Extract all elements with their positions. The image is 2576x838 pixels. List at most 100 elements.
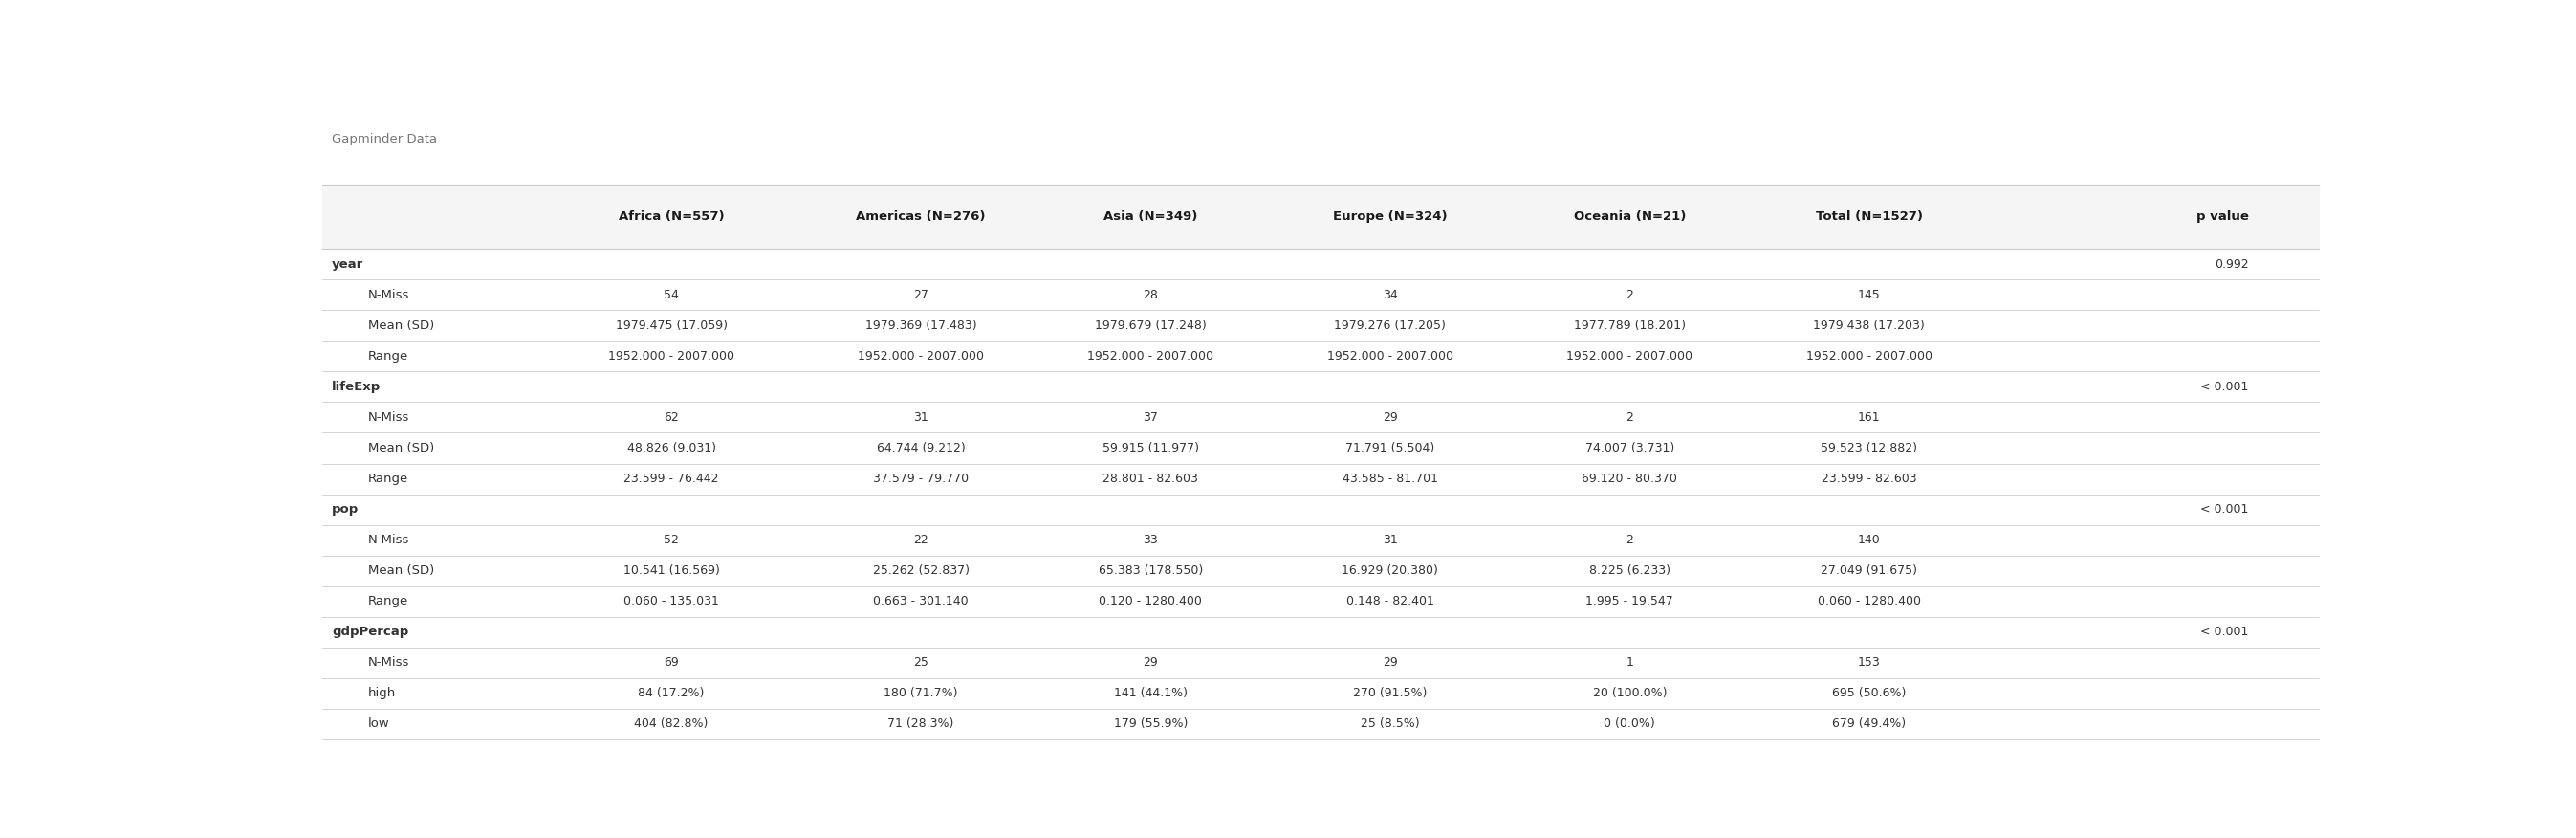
Text: 8.225 (6.233): 8.225 (6.233) [1589, 565, 1669, 577]
Text: Americas (N=276): Americas (N=276) [855, 210, 987, 223]
Text: gdpPercap: gdpPercap [332, 626, 410, 639]
Text: 0.663 - 301.140: 0.663 - 301.140 [873, 595, 969, 608]
Text: 28: 28 [1144, 289, 1159, 301]
Text: 27.049 (91.675): 27.049 (91.675) [1821, 565, 1917, 577]
Text: 1979.276 (17.205): 1979.276 (17.205) [1334, 319, 1445, 332]
Text: 270 (91.5%): 270 (91.5%) [1352, 687, 1427, 700]
Text: 695 (50.6%): 695 (50.6%) [1832, 687, 1906, 700]
Text: N-Miss: N-Miss [368, 411, 410, 424]
Text: 37: 37 [1144, 411, 1159, 424]
Text: 64.744 (9.212): 64.744 (9.212) [876, 442, 966, 454]
Text: 28.801 - 82.603: 28.801 - 82.603 [1103, 473, 1198, 485]
Text: year: year [332, 258, 363, 271]
Text: Gapminder Data: Gapminder Data [332, 133, 438, 145]
Text: 33: 33 [1144, 534, 1159, 546]
Text: 0.992: 0.992 [2215, 258, 2249, 271]
Text: 31: 31 [1383, 534, 1399, 546]
Text: 141 (44.1%): 141 (44.1%) [1113, 687, 1188, 700]
Text: 0.120 - 1280.400: 0.120 - 1280.400 [1100, 595, 1203, 608]
Text: 10.541 (16.569): 10.541 (16.569) [623, 565, 719, 577]
Text: low: low [368, 718, 389, 730]
Text: 0.060 - 135.031: 0.060 - 135.031 [623, 595, 719, 608]
Text: 1952.000 - 2007.000: 1952.000 - 2007.000 [858, 350, 984, 363]
Text: 48.826 (9.031): 48.826 (9.031) [626, 442, 716, 454]
Text: 16.929 (20.380): 16.929 (20.380) [1342, 565, 1437, 577]
Text: 1979.475 (17.059): 1979.475 (17.059) [616, 319, 726, 332]
Text: N-Miss: N-Miss [368, 289, 410, 301]
Text: 20 (100.0%): 20 (100.0%) [1592, 687, 1667, 700]
Text: 679 (49.4%): 679 (49.4%) [1832, 718, 1906, 730]
Text: 1952.000 - 2007.000: 1952.000 - 2007.000 [1566, 350, 1692, 363]
Text: Africa (N=557): Africa (N=557) [618, 210, 724, 223]
Text: 71 (28.3%): 71 (28.3%) [889, 718, 953, 730]
Text: 29: 29 [1383, 656, 1399, 669]
Text: 1: 1 [1625, 656, 1633, 669]
Text: 52: 52 [665, 534, 680, 546]
Text: Range: Range [368, 595, 410, 608]
Text: 54: 54 [665, 289, 680, 301]
Text: < 0.001: < 0.001 [2200, 626, 2249, 639]
Text: 29: 29 [1144, 656, 1159, 669]
Text: Range: Range [368, 350, 410, 363]
Text: N-Miss: N-Miss [368, 534, 410, 546]
Text: Asia (N=349): Asia (N=349) [1103, 210, 1198, 223]
Text: < 0.001: < 0.001 [2200, 504, 2249, 515]
Text: 0.060 - 1280.400: 0.060 - 1280.400 [1819, 595, 1922, 608]
Text: 1977.789 (18.201): 1977.789 (18.201) [1574, 319, 1685, 332]
Text: 25 (8.5%): 25 (8.5%) [1360, 718, 1419, 730]
Text: 71.791 (5.504): 71.791 (5.504) [1345, 442, 1435, 454]
Text: 43.585 - 81.701: 43.585 - 81.701 [1342, 473, 1437, 485]
Text: 23.599 - 76.442: 23.599 - 76.442 [623, 473, 719, 485]
Text: Total (N=1527): Total (N=1527) [1816, 210, 1922, 223]
Text: Mean (SD): Mean (SD) [368, 565, 435, 577]
Text: 23.599 - 82.603: 23.599 - 82.603 [1821, 473, 1917, 485]
Bar [322, 184, 2318, 249]
Text: 1979.369 (17.483): 1979.369 (17.483) [866, 319, 976, 332]
Text: 25: 25 [914, 656, 927, 669]
Text: 2: 2 [1625, 534, 1633, 546]
Text: 29: 29 [1383, 411, 1399, 424]
Text: 37.579 - 79.770: 37.579 - 79.770 [873, 473, 969, 485]
Text: 180 (71.7%): 180 (71.7%) [884, 687, 958, 700]
Text: 179 (55.9%): 179 (55.9%) [1113, 718, 1188, 730]
Text: Range: Range [368, 473, 410, 485]
Text: 27: 27 [914, 289, 927, 301]
Text: 59.523 (12.882): 59.523 (12.882) [1821, 442, 1917, 454]
Text: 2: 2 [1625, 289, 1633, 301]
Text: 69.120 - 80.370: 69.120 - 80.370 [1582, 473, 1677, 485]
Text: 31: 31 [914, 411, 927, 424]
Text: 84 (17.2%): 84 (17.2%) [639, 687, 706, 700]
Text: Europe (N=324): Europe (N=324) [1332, 210, 1448, 223]
Text: 1979.679 (17.248): 1979.679 (17.248) [1095, 319, 1206, 332]
Text: 153: 153 [1857, 656, 1880, 669]
Text: 1952.000 - 2007.000: 1952.000 - 2007.000 [1087, 350, 1213, 363]
Text: p value: p value [2197, 210, 2249, 223]
Text: 0 (0.0%): 0 (0.0%) [1605, 718, 1656, 730]
Text: 404 (82.8%): 404 (82.8%) [634, 718, 708, 730]
Text: lifeExp: lifeExp [332, 380, 381, 393]
Text: 0.148 - 82.401: 0.148 - 82.401 [1347, 595, 1435, 608]
Text: Mean (SD): Mean (SD) [368, 442, 435, 454]
Text: 1952.000 - 2007.000: 1952.000 - 2007.000 [1806, 350, 1932, 363]
Text: high: high [368, 687, 397, 700]
Text: 25.262 (52.837): 25.262 (52.837) [873, 565, 969, 577]
Text: Oceania (N=21): Oceania (N=21) [1574, 210, 1685, 223]
Text: 1.995 - 19.547: 1.995 - 19.547 [1587, 595, 1674, 608]
Text: 65.383 (178.550): 65.383 (178.550) [1097, 565, 1203, 577]
Text: N-Miss: N-Miss [368, 656, 410, 669]
Text: Mean (SD): Mean (SD) [368, 319, 435, 332]
Text: < 0.001: < 0.001 [2200, 380, 2249, 393]
Text: 59.915 (11.977): 59.915 (11.977) [1103, 442, 1198, 454]
Text: 62: 62 [665, 411, 680, 424]
Text: 34: 34 [1383, 289, 1399, 301]
Text: 1979.438 (17.203): 1979.438 (17.203) [1814, 319, 1924, 332]
Text: pop: pop [332, 504, 358, 515]
Text: 69: 69 [665, 656, 680, 669]
Text: 22: 22 [914, 534, 927, 546]
Text: 74.007 (3.731): 74.007 (3.731) [1584, 442, 1674, 454]
Text: 2: 2 [1625, 411, 1633, 424]
Text: 140: 140 [1857, 534, 1880, 546]
Text: 145: 145 [1857, 289, 1880, 301]
Text: 1952.000 - 2007.000: 1952.000 - 2007.000 [608, 350, 734, 363]
Text: 161: 161 [1857, 411, 1880, 424]
